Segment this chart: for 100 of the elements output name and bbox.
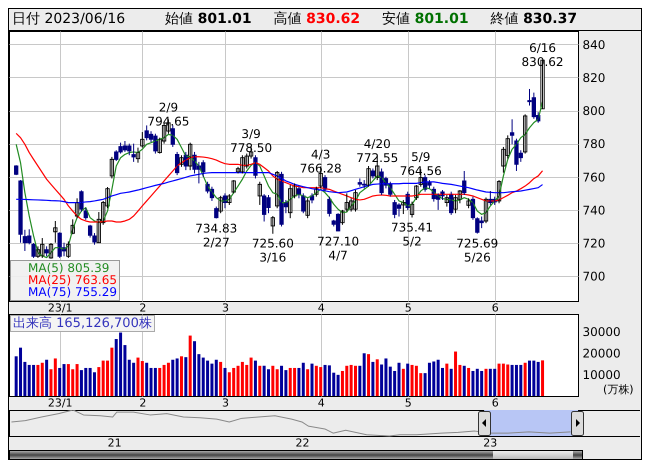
bar <box>519 364 522 396</box>
annotation: 2/9 794.65 <box>147 100 190 128</box>
bar <box>541 360 544 396</box>
candlestick <box>131 143 136 162</box>
bar <box>536 362 540 396</box>
y-tick-label: 30000 <box>582 324 621 339</box>
bar <box>158 368 162 396</box>
bar <box>214 360 218 396</box>
bar <box>480 370 484 396</box>
x-tick-label: 23/1 <box>48 396 73 410</box>
x-tick-label: 6 <box>492 302 499 314</box>
bar <box>28 364 31 396</box>
bar <box>266 369 270 396</box>
bar <box>88 368 92 396</box>
bar <box>450 368 453 396</box>
x-tick-label: 3 <box>222 396 229 410</box>
x-tick-label: 22 <box>295 436 310 450</box>
bar <box>92 372 96 396</box>
bar <box>454 352 458 396</box>
y-tick-label: 800 <box>582 104 606 118</box>
x-tick-label: 2 <box>139 302 146 314</box>
y-tick-label: 840 <box>582 38 606 52</box>
bar <box>488 368 492 396</box>
bar <box>58 368 62 396</box>
bar <box>258 366 262 396</box>
bar <box>502 364 505 396</box>
bar <box>524 362 527 396</box>
bar <box>193 341 196 396</box>
x-tick-label: 4 <box>318 302 325 314</box>
bar <box>280 366 284 396</box>
bar <box>271 366 274 396</box>
bar <box>180 356 183 396</box>
bar <box>367 354 370 396</box>
y-tick-label: 10000 <box>582 368 621 382</box>
bar <box>110 348 114 396</box>
bar <box>240 362 244 396</box>
text: 高値 830.62 <box>274 11 360 27</box>
bar <box>376 359 379 396</box>
bar <box>254 360 257 396</box>
bar <box>66 364 70 396</box>
bar <box>219 362 222 396</box>
bar <box>140 361 144 396</box>
bar <box>402 368 405 396</box>
bar <box>284 370 288 396</box>
bar <box>436 360 440 396</box>
bar <box>462 366 466 396</box>
bar <box>302 362 305 396</box>
bar <box>328 365 331 396</box>
bar <box>223 368 226 396</box>
y-axis-title: (万株) <box>603 382 634 397</box>
bar <box>324 364 327 396</box>
annotation: 734.83 2/27 <box>195 221 238 250</box>
bar <box>171 360 174 396</box>
text: 終値 830.37 <box>490 11 578 27</box>
bar <box>506 364 510 396</box>
annotation: 4/3 766.28 <box>300 147 342 176</box>
bar <box>262 366 266 396</box>
bar <box>319 367 322 396</box>
bar <box>102 360 105 396</box>
bar <box>410 364 414 396</box>
bar <box>54 358 57 396</box>
bar <box>510 364 514 396</box>
annotation: 735.41 5/2 <box>391 220 434 248</box>
y-tick-label: 780 <box>582 137 606 152</box>
x-tick-label: 6 <box>492 396 499 410</box>
bar <box>176 358 179 396</box>
x-tick-label: 3 <box>222 302 229 314</box>
x-tick-label: 21 <box>108 436 122 450</box>
annotation: 727.10 4/7 <box>317 234 360 262</box>
y-tick-label: 740 <box>582 203 606 218</box>
bar <box>362 353 366 396</box>
bar <box>406 364 410 396</box>
y-tick-label: 700 <box>582 270 606 284</box>
chart-title: 日付 2023/06/16 <box>12 11 126 27</box>
x-tick-label: 2 <box>139 396 146 410</box>
bar <box>40 362 44 396</box>
bar <box>476 368 479 396</box>
bar <box>145 362 148 396</box>
bar <box>184 357 188 396</box>
bar <box>166 362 170 396</box>
bar <box>350 364 353 396</box>
bar <box>467 368 470 396</box>
y-tick-label: 760 <box>582 170 606 184</box>
bar <box>445 364 448 396</box>
x-tick-label: 23 <box>483 436 498 450</box>
text: MA(25) 763.65 <box>28 273 117 287</box>
bar <box>371 362 374 396</box>
bar <box>397 362 400 396</box>
y-tick-label: 720 <box>582 236 606 251</box>
bar <box>154 368 157 396</box>
y-tick-label: 820 <box>582 70 606 85</box>
bar <box>310 364 314 396</box>
bar <box>288 368 292 396</box>
bar <box>84 368 88 396</box>
bar <box>532 360 536 396</box>
series-label: MA(5) 805.39 <box>28 261 110 275</box>
y-tick-label: 20000 <box>582 346 621 360</box>
bar <box>498 364 501 396</box>
text: 始値 801.01 <box>165 11 252 27</box>
bar <box>493 368 496 396</box>
